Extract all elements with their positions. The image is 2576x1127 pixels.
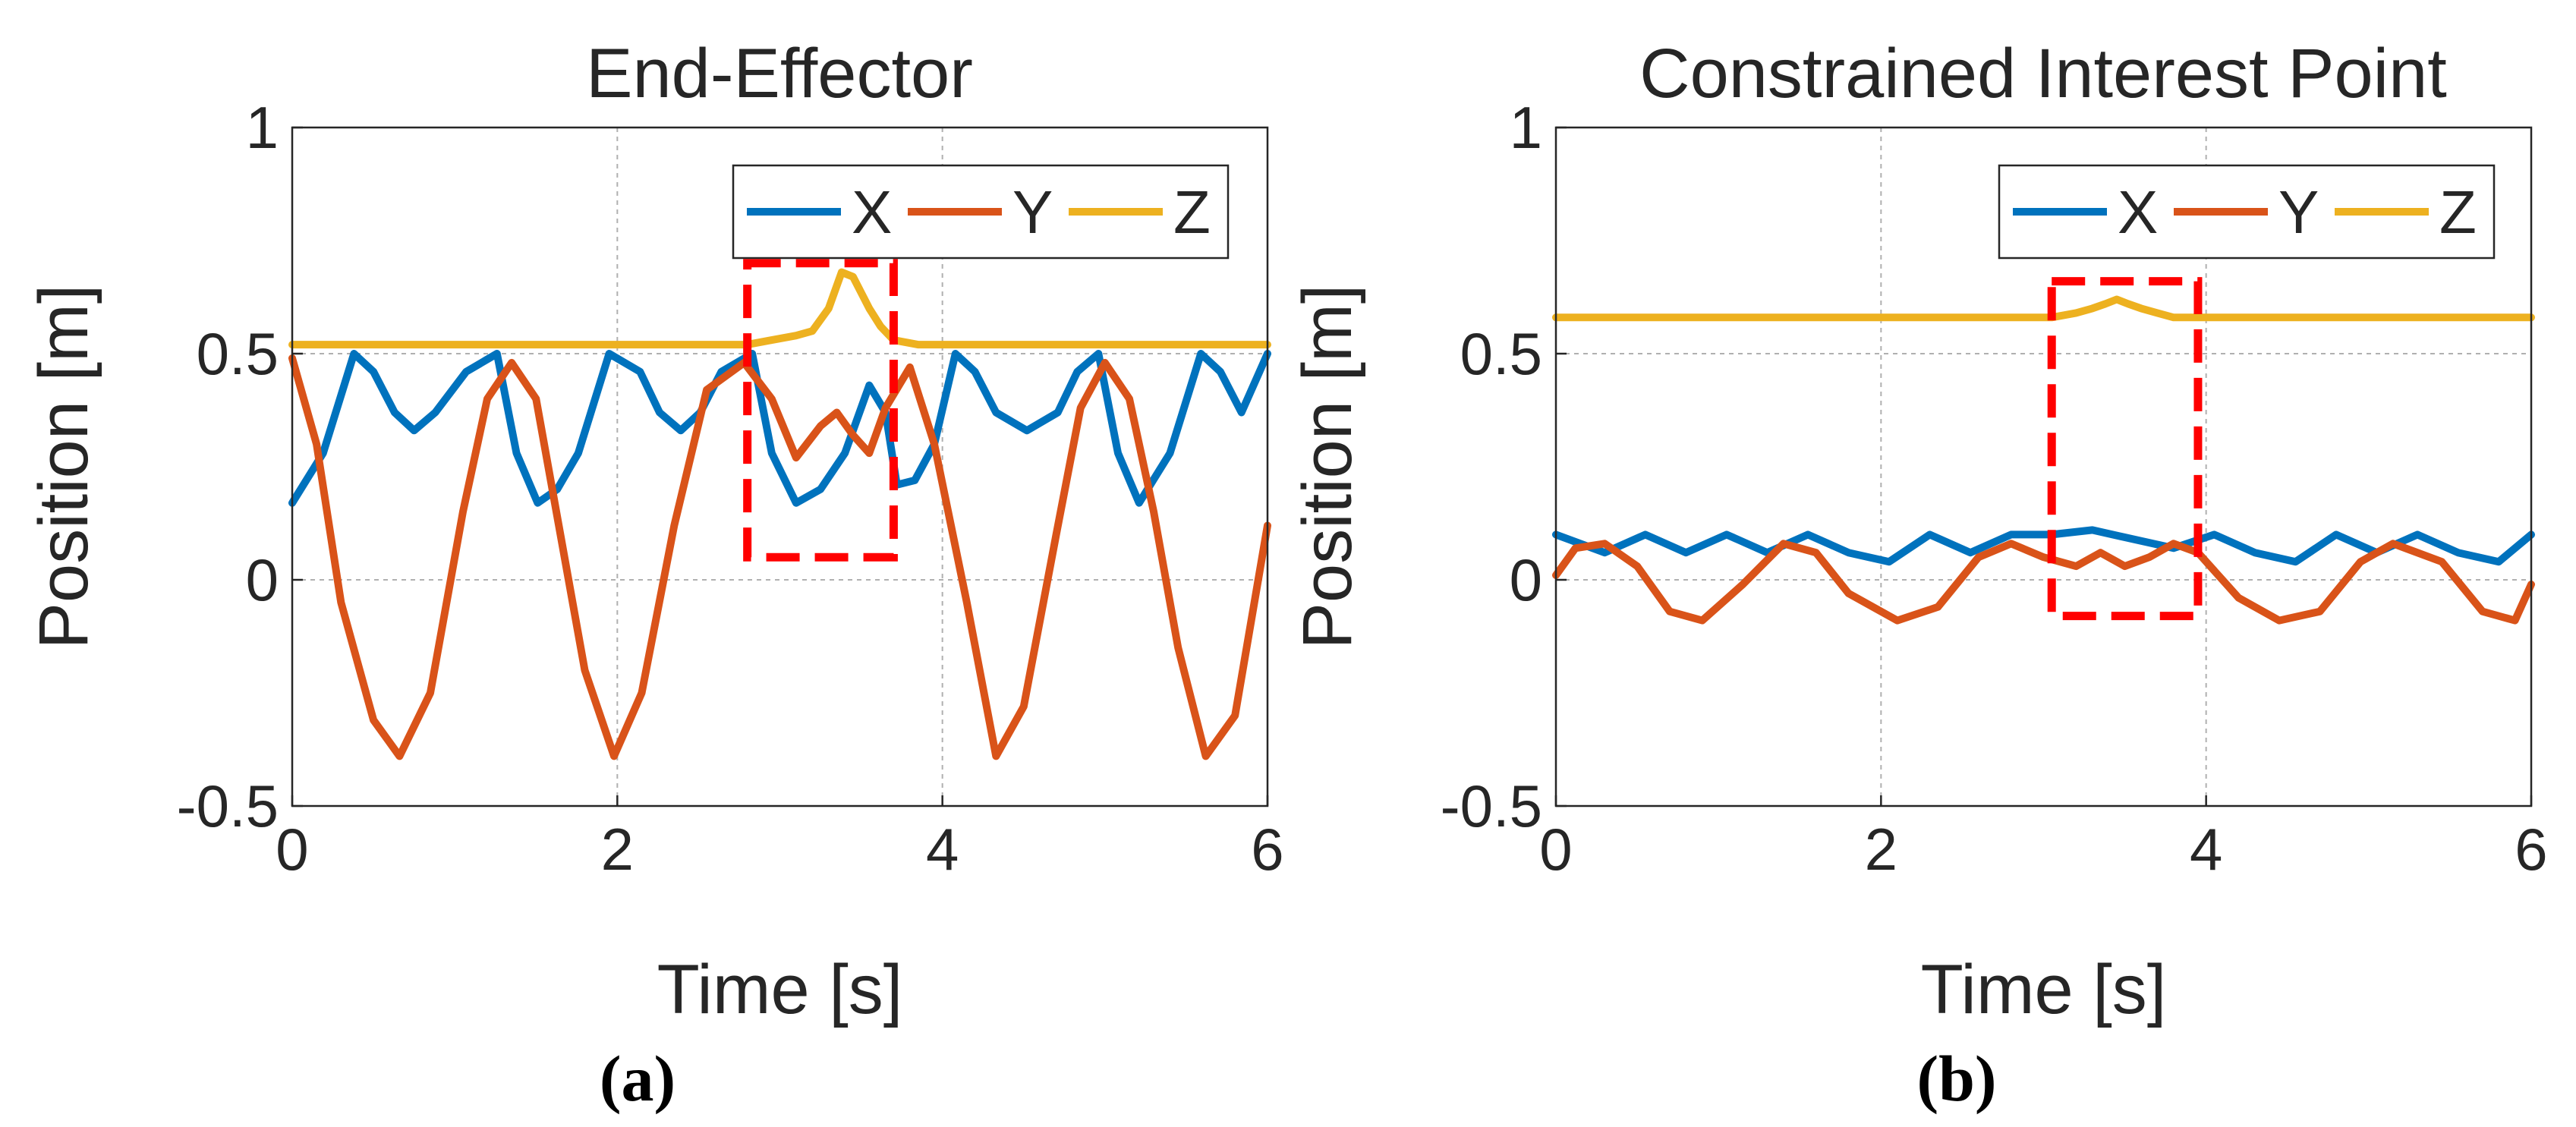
panel-b-legend-label-x: X <box>2118 178 2158 246</box>
panel-b-x-tick-label-0: 0 <box>1539 816 1572 883</box>
panel-b-y-tick-label-1: 0 <box>1510 546 1542 613</box>
panel-b-series-y-line <box>1552 540 2535 625</box>
panel-a-y-tick-label-0: -0.5 <box>177 773 279 839</box>
panel-a-caption: (a) <box>600 1042 675 1115</box>
panel-b-title: Constrained Interest Point <box>1639 35 2447 112</box>
panel-b-axes-frame <box>1554 126 2533 807</box>
panel-a-axes-frame <box>291 126 1269 807</box>
panel-a-series-x-line <box>288 350 1271 507</box>
panel-b-y-axis-label: Position [m] <box>1289 285 1366 650</box>
panel-a-x-tick-label-3: 6 <box>1251 816 1283 883</box>
panel-a-y-tick-label-3: 1 <box>246 94 279 161</box>
panel-a-x-axis-label: Time [s] <box>657 951 903 1028</box>
panel-b-x-axis-label: Time [s] <box>1921 951 2167 1028</box>
panel-a-x-tick-label-1: 2 <box>601 816 634 883</box>
panel-b-x-tick-label-1: 2 <box>1865 816 1897 883</box>
panel-a-y-tick-label-2: 0.5 <box>197 320 279 387</box>
panel-a-legend-label-z: Z <box>1173 178 1211 246</box>
panel-b-caption: (b) <box>1916 1042 1996 1115</box>
panel-a-legend-label-y: Y <box>1012 178 1053 246</box>
panel-a-highlight-box <box>743 259 898 562</box>
panel-b-highlight-box <box>2047 277 2203 621</box>
panel-b-x-tick-label-3: 6 <box>2515 816 2547 883</box>
panel-b-series-z-line <box>1552 295 2535 322</box>
panel-b-y-tick-label-2: 0.5 <box>1460 320 1542 387</box>
panel-a-legend-label-x: X <box>852 178 892 246</box>
panel-a-y-axis-label: Position [m] <box>25 285 102 650</box>
panel-b-legend-label-z: Z <box>2439 178 2477 246</box>
panel-a-series-y-line <box>288 354 1271 760</box>
panel-a-x-tick-label-0: 0 <box>276 816 308 883</box>
panel-b-x-tick-label-2: 4 <box>2190 816 2222 883</box>
panel-a-title: End-Effector <box>586 35 973 112</box>
panel-a-y-tick-label-1: 0 <box>246 546 279 613</box>
panel-a-x-tick-label-2: 4 <box>926 816 959 883</box>
panel-b-y-tick-label-0: -0.5 <box>1441 773 1542 839</box>
panel-a-series-z-line <box>288 268 1271 349</box>
panel-b-y-tick-label-3: 1 <box>1510 94 1542 161</box>
panel-b-legend-label-y: Y <box>2278 178 2319 246</box>
